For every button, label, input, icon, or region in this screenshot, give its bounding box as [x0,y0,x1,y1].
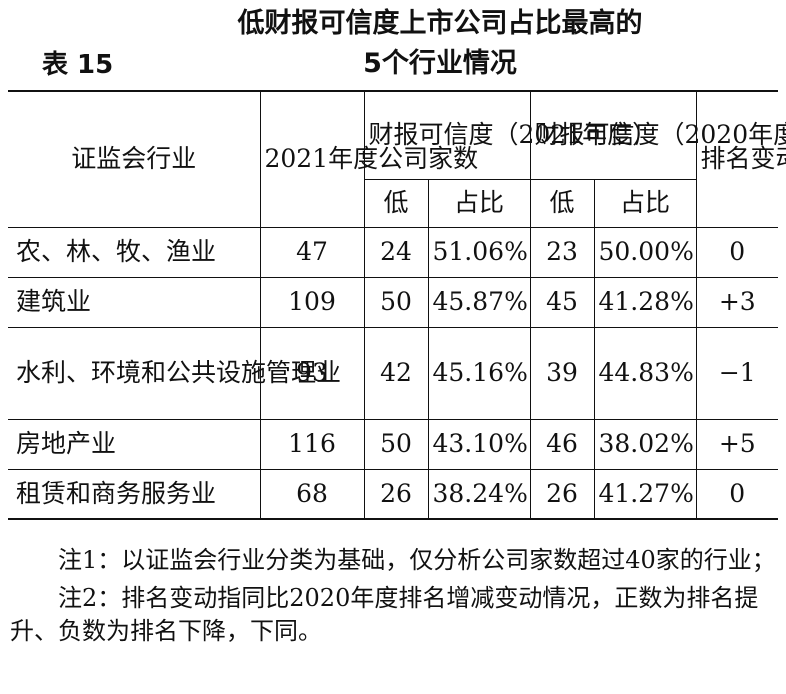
industry-table: 证监会行业 2021年度公司家数 财报可信度（2021年度） 财报可信度（202… [8,90,786,520]
cell-rank-change: 0 [695,226,778,278]
cell-low-2020: 23 [529,226,595,278]
header-ratio-2020: 占比 [593,178,696,228]
cell-ratio-2020: 50.00% [593,226,697,278]
cell-ratio-2021: 38.24% [427,468,531,520]
cell-industry: 水利、环境和公共设施管理业 [8,326,341,420]
cell-ratio-2021: 51.06% [427,226,531,278]
cell-ratio-2020: 44.83% [593,326,697,420]
header-company-count: 2021年度公司家数 [259,90,478,228]
cell-low-2020: 45 [529,276,595,328]
cell-industry: 房地产业 [8,418,261,470]
cell-ratio-2021: 45.87% [427,276,531,328]
cell-low-2020: 26 [529,468,595,520]
table-number: 表 15 [42,50,114,80]
table-title-line-2: 5个行业情况 [363,48,517,79]
table-row: 租赁和商务服务业 68 26 38.24% 26 41.27% 0 [8,468,778,520]
cell-rank-change: +5 [695,418,778,470]
cell-ratio-2020: 41.28% [593,276,697,328]
cell-industry: 建筑业 [8,276,261,328]
note-1: 注1：以证监会行业分类为基础，仅分析公司家数超过40家的行业； [58,546,776,574]
cell-count: 93 [259,326,365,420]
header-ratio-2021: 占比 [427,178,531,228]
header-rank-change: 排名变动 [695,90,786,228]
cell-rank-change: +3 [695,276,778,328]
table-notes: 注1：以证监会行业分类为基础，仅分析公司家数超过40家的行业； 注2：排名变动指… [10,544,780,653]
table-row: 建筑业 109 50 45.87% 45 41.28% +3 [8,276,778,328]
header-credibility-2020: 财报可信度（2020年度） [529,90,786,180]
cell-low-2021: 50 [363,418,429,470]
header-low-2021: 低 [364,178,429,228]
table-row: 农、林、牧、渔业 47 24 51.06% 23 50.00% 0 [8,226,778,278]
cell-low-2020: 39 [529,326,595,420]
header-low-2020: 低 [529,178,595,228]
cell-count: 116 [259,418,365,470]
cell-low-2021: 42 [363,326,429,420]
cell-industry: 农、林、牧、渔业 [8,226,261,278]
cell-count: 47 [259,226,365,278]
cell-count: 109 [259,276,365,328]
cell-industry: 租赁和商务服务业 [8,468,261,520]
table-row: 水利、环境和公共设施管理业 93 42 45.16% 39 44.83% −1 [8,326,778,420]
table-title-line-1: 低财报可信度上市公司占比最高的 [237,8,643,39]
note-2: 注2：排名变动指同比2020年度排名增减变动情况，正数为排名提升、负数为排名下降… [10,584,759,645]
header-industry: 证监会行业 [8,90,261,228]
table-row: 房地产业 116 50 43.10% 46 38.02% +5 [8,418,778,470]
cell-ratio-2021: 43.10% [427,418,531,470]
cell-rank-change: 0 [695,468,778,520]
cell-low-2021: 24 [363,226,429,278]
cell-count: 68 [259,468,365,520]
cell-ratio-2020: 38.02% [593,418,697,470]
cell-low-2021: 26 [363,468,429,520]
header-credibility-2021: 财报可信度（2021年度） [363,90,657,180]
cell-ratio-2020: 41.27% [593,468,697,520]
cell-low-2021: 50 [363,276,429,328]
cell-low-2020: 46 [529,418,595,470]
cell-ratio-2021: 45.16% [427,326,531,420]
cell-rank-change: −1 [695,326,778,420]
